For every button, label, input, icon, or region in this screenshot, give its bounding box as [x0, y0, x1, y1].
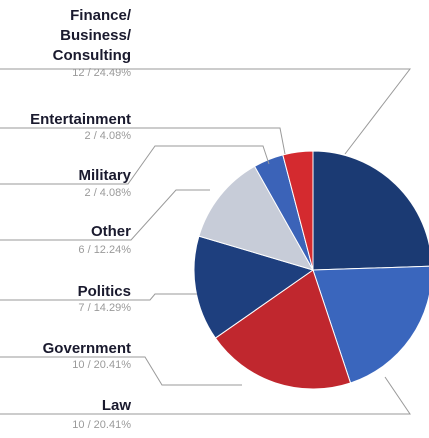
pie-slice-finance-business-consulting [312, 150, 429, 271]
slice-value-entertainment: 2 / 4.08% [85, 130, 132, 142]
leader-lines [0, 68, 412, 415]
slice-label-government: Government [43, 340, 131, 357]
slice-value-finance-business-consulting: 12 / 24.49% [72, 67, 131, 79]
slice-label-finance-business-consulting: Consulting [53, 47, 131, 64]
slice-value-government: 10 / 20.41% [72, 359, 131, 371]
slice-value-law: 10 / 20.41% [72, 419, 131, 431]
leader-line-entertainment [0, 127, 286, 155]
slice-value-politics: 7 / 14.29% [78, 302, 131, 314]
slice-label-law: Law [102, 397, 132, 414]
leader-line-military [0, 145, 270, 185]
leader-line-politics [0, 293, 197, 301]
leader-line-law [0, 376, 411, 415]
slice-label-finance-business-consulting: Business/ [60, 27, 132, 44]
pie-slice-entertainment [282, 150, 314, 271]
slice-label-other: Other [91, 223, 131, 240]
slice-label-politics: Politics [78, 283, 131, 300]
slice-label-finance-business-consulting: Finance/ [70, 7, 132, 24]
pie-slice-law [312, 265, 429, 384]
slice-label-entertainment: Entertainment [30, 111, 131, 128]
leader-line-other [0, 189, 210, 241]
leader-line-government [0, 356, 242, 386]
slice-labels: Finance/Business/Consulting 12 / 24.49% La… [30, 7, 132, 431]
slice-value-other: 6 / 12.24% [78, 244, 131, 256]
pie-slice-other [198, 165, 315, 271]
leader-line-finance-business-consulting [0, 68, 412, 155]
slice-value-military: 2 / 4.08% [85, 187, 132, 199]
pie-slice-government [214, 269, 352, 390]
pie-slices [193, 150, 429, 390]
slice-label-military: Military [78, 167, 131, 184]
